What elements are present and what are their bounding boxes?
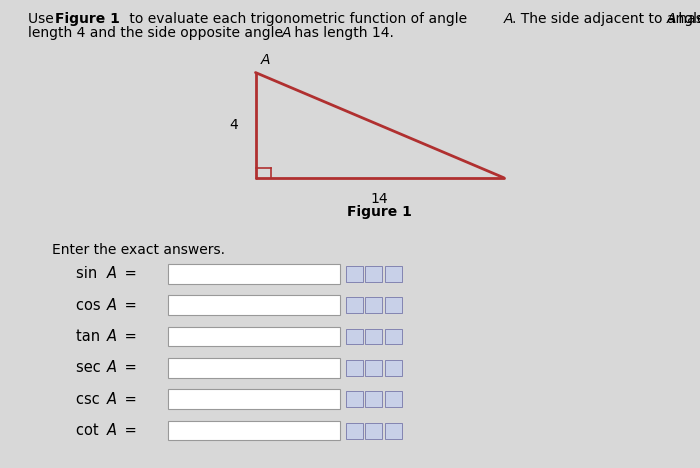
FancyBboxPatch shape — [168, 421, 340, 440]
FancyBboxPatch shape — [385, 266, 402, 282]
Text: length 4 and the side opposite angle: length 4 and the side opposite angle — [28, 26, 288, 40]
Text: A: A — [107, 392, 117, 407]
Text: =: = — [120, 298, 136, 313]
Text: 14: 14 — [370, 192, 388, 206]
Text: sin: sin — [76, 266, 101, 281]
Text: A: A — [107, 266, 117, 281]
Text: A: A — [504, 12, 514, 26]
FancyBboxPatch shape — [365, 391, 382, 407]
FancyBboxPatch shape — [346, 360, 363, 376]
Text: . The side adjacent to angle: . The side adjacent to angle — [512, 12, 700, 26]
Text: A: A — [666, 12, 676, 26]
FancyBboxPatch shape — [365, 297, 382, 313]
Text: tan: tan — [76, 329, 104, 344]
Text: A: A — [107, 298, 117, 313]
Text: sec: sec — [76, 360, 105, 375]
Text: =: = — [120, 329, 136, 344]
Text: A: A — [107, 329, 117, 344]
Text: A: A — [282, 26, 292, 40]
FancyBboxPatch shape — [385, 391, 402, 407]
Text: A: A — [107, 360, 117, 375]
FancyBboxPatch shape — [365, 329, 382, 344]
Text: A: A — [107, 423, 117, 438]
FancyBboxPatch shape — [385, 329, 402, 344]
FancyBboxPatch shape — [385, 423, 402, 439]
Text: A: A — [261, 53, 271, 67]
FancyBboxPatch shape — [365, 360, 382, 376]
Text: csc: csc — [76, 392, 104, 407]
FancyBboxPatch shape — [385, 360, 402, 376]
Text: cos: cos — [76, 298, 105, 313]
FancyBboxPatch shape — [365, 266, 382, 282]
FancyBboxPatch shape — [346, 297, 363, 313]
Text: =: = — [120, 423, 136, 438]
Text: Figure 1: Figure 1 — [55, 12, 120, 26]
Text: to evaluate each trigonometric function of angle: to evaluate each trigonometric function … — [125, 12, 471, 26]
FancyBboxPatch shape — [168, 327, 340, 346]
FancyBboxPatch shape — [168, 295, 340, 315]
FancyBboxPatch shape — [346, 329, 363, 344]
Text: Figure 1: Figure 1 — [347, 205, 412, 219]
Text: 4: 4 — [230, 118, 238, 132]
FancyBboxPatch shape — [168, 389, 340, 409]
Text: has: has — [674, 12, 700, 26]
FancyBboxPatch shape — [385, 297, 402, 313]
FancyBboxPatch shape — [168, 358, 340, 378]
Text: Enter the exact answers.: Enter the exact answers. — [52, 243, 225, 257]
FancyBboxPatch shape — [346, 391, 363, 407]
Text: Use: Use — [28, 12, 58, 26]
Text: =: = — [120, 360, 136, 375]
Text: has length 14.: has length 14. — [290, 26, 394, 40]
FancyBboxPatch shape — [346, 423, 363, 439]
Text: cot: cot — [76, 423, 103, 438]
FancyBboxPatch shape — [168, 264, 340, 284]
Text: =: = — [120, 266, 136, 281]
FancyBboxPatch shape — [346, 266, 363, 282]
Text: =: = — [120, 392, 136, 407]
FancyBboxPatch shape — [365, 423, 382, 439]
